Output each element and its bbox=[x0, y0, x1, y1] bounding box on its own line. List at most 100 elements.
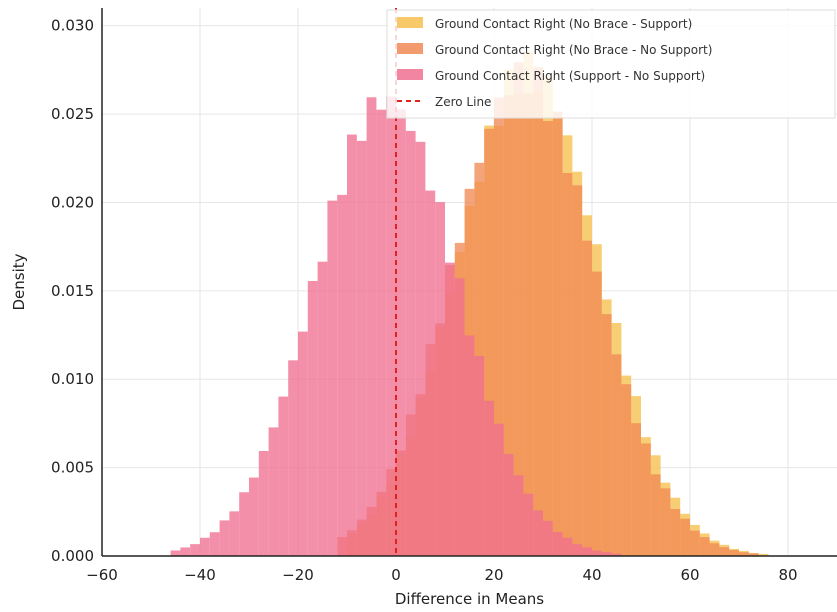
histogram-bar bbox=[298, 331, 308, 556]
axes bbox=[101, 8, 837, 557]
legend-box bbox=[386, 9, 836, 119]
x-tick-label: 60 bbox=[680, 566, 699, 584]
histogram-bar bbox=[484, 400, 494, 556]
x-tick-label: −60 bbox=[86, 566, 118, 584]
histogram-bar bbox=[209, 532, 220, 556]
histogram-bar bbox=[415, 141, 426, 557]
histogram-bar bbox=[386, 96, 396, 557]
legend-label: Ground Contact Right (No Brace - No Supp… bbox=[435, 43, 712, 57]
histogram-bar bbox=[523, 493, 534, 556]
histogram-bar bbox=[680, 518, 690, 556]
histogram-bar bbox=[533, 67, 543, 557]
histogram-bar bbox=[229, 511, 240, 556]
histogram-bar bbox=[523, 93, 534, 556]
histogram-bar bbox=[641, 443, 651, 556]
histogram-bar bbox=[552, 111, 563, 556]
histogram-bar bbox=[474, 355, 485, 556]
histogram-bar bbox=[601, 314, 612, 556]
histogram-bar bbox=[621, 384, 632, 556]
y-tick-label: 0.020 bbox=[51, 193, 94, 211]
x-axis-label: Difference in Means bbox=[395, 590, 544, 608]
histogram-bar bbox=[748, 553, 759, 556]
histogram-bar bbox=[660, 488, 671, 556]
histogram-bar bbox=[611, 354, 622, 556]
histogram-bar bbox=[317, 261, 328, 556]
histogram-bar bbox=[249, 477, 259, 556]
histogram-bar bbox=[356, 140, 367, 556]
legend-swatch bbox=[397, 17, 423, 28]
histogram-bar bbox=[239, 492, 249, 556]
y-tick-label: 0.010 bbox=[51, 370, 94, 388]
histogram-bar bbox=[572, 544, 583, 556]
histogram-bar bbox=[464, 335, 475, 556]
histogram-bar bbox=[454, 278, 465, 556]
histogram-bar bbox=[562, 173, 573, 556]
histogram-bar bbox=[513, 475, 524, 556]
histogram-bar bbox=[484, 128, 494, 556]
histogram-bar bbox=[611, 553, 622, 556]
histogram-bar bbox=[376, 109, 387, 557]
histogram-bar bbox=[190, 544, 200, 556]
histogram-bar bbox=[327, 200, 338, 556]
histogram-bar bbox=[503, 453, 514, 556]
y-tick-label: 0.000 bbox=[51, 547, 94, 565]
histogram-bar bbox=[690, 530, 700, 556]
y-tick-label: 0.030 bbox=[51, 17, 94, 35]
histogram-bar bbox=[258, 451, 269, 556]
histogram-bar bbox=[396, 109, 406, 556]
histogram-bar bbox=[631, 423, 641, 556]
histogram-bar bbox=[592, 271, 602, 556]
legend-label: Zero Line bbox=[435, 95, 491, 109]
histogram-bar bbox=[729, 550, 739, 556]
legend-label: Ground Contact Right (No Brace - Support… bbox=[435, 17, 692, 31]
histogram-bar bbox=[739, 552, 749, 556]
histogram-bar bbox=[601, 552, 612, 556]
histogram-bar bbox=[543, 520, 553, 556]
y-tick-label: 0.015 bbox=[51, 282, 94, 300]
histogram-bar bbox=[307, 281, 318, 556]
histogram-bar bbox=[513, 62, 524, 556]
histogram-bar bbox=[347, 134, 357, 557]
histogram-bar bbox=[445, 262, 455, 556]
histogram-bar bbox=[170, 550, 181, 556]
histogram-bar bbox=[709, 543, 720, 556]
histogram-bar bbox=[582, 547, 592, 556]
histogram-bar bbox=[582, 240, 592, 557]
legend: Ground Contact Right (No Brace - Support… bbox=[386, 9, 836, 119]
histogram-bar bbox=[425, 190, 436, 557]
x-tick-label: 40 bbox=[582, 566, 601, 584]
histogram-bar bbox=[288, 360, 298, 556]
histogram-bar bbox=[552, 532, 563, 556]
x-tick-label: 20 bbox=[484, 566, 503, 584]
histogram-bar bbox=[494, 97, 504, 556]
x-tick-label: 80 bbox=[778, 566, 797, 584]
legend-swatch bbox=[397, 43, 423, 54]
histogram-bar bbox=[650, 474, 661, 556]
y-axis-label: Density bbox=[10, 253, 28, 310]
histogram-bar bbox=[268, 427, 279, 556]
y-tick-label: 0.025 bbox=[51, 105, 94, 123]
histogram-bar bbox=[435, 202, 445, 557]
histogram-bar bbox=[719, 547, 730, 556]
histogram-bar bbox=[278, 396, 289, 556]
histogram-bars bbox=[170, 51, 769, 557]
histogram-bar bbox=[219, 520, 230, 556]
legend-swatch bbox=[397, 69, 423, 80]
histogram-bar bbox=[592, 550, 602, 556]
histogram-bar bbox=[366, 97, 377, 556]
x-tick-label: 0 bbox=[391, 566, 401, 584]
histogram-bar bbox=[337, 194, 347, 557]
tick-labels: −60 −40 −20 0 20 40 60 80 0.000 0.005 0.010 0.015 0.… bbox=[51, 17, 798, 584]
histogram-bar bbox=[699, 537, 710, 556]
histogram-bar bbox=[494, 423, 504, 556]
histogram-bar bbox=[503, 95, 514, 556]
histogram-bar bbox=[758, 553, 769, 556]
y-tick-label: 0.005 bbox=[51, 459, 94, 477]
histogram-bar bbox=[533, 510, 543, 556]
histogram-bar bbox=[543, 121, 553, 556]
histogram-bar bbox=[180, 547, 191, 556]
histogram-bar bbox=[670, 508, 681, 556]
x-tick-label: −20 bbox=[282, 566, 314, 584]
legend-label: Ground Contact Right (Support - No Suppo… bbox=[435, 69, 705, 83]
